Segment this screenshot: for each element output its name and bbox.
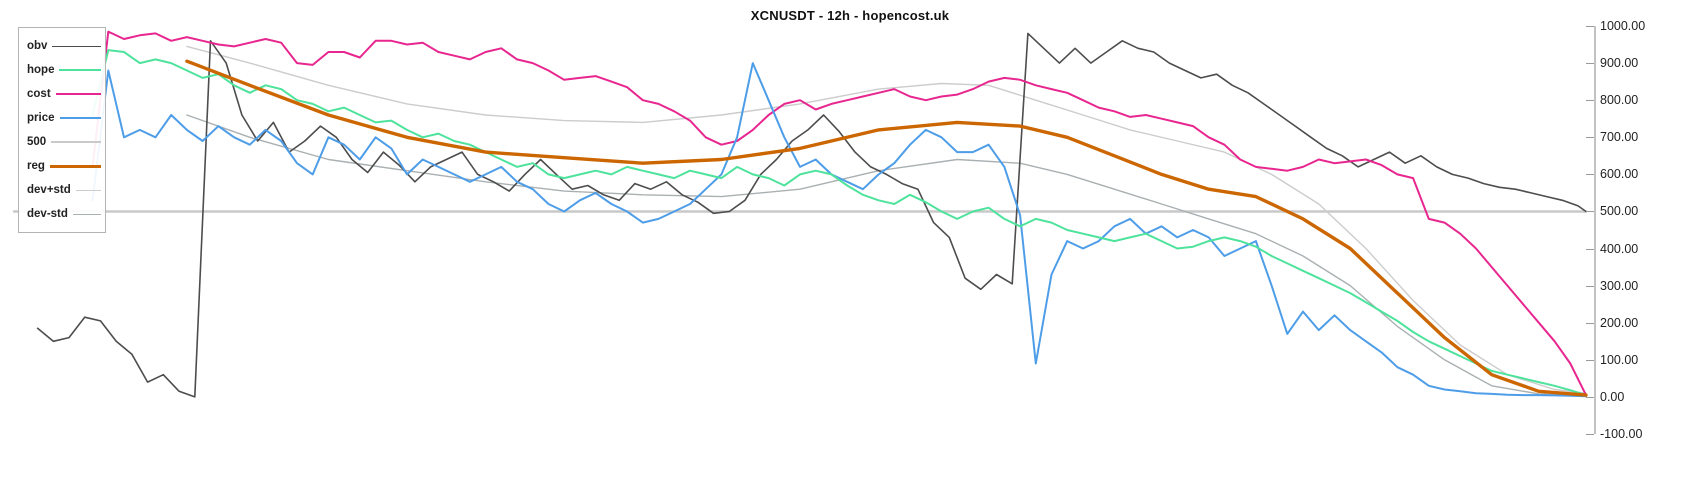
legend-color-swatch: [49, 164, 101, 168]
y-axis-tick-mark: [1586, 248, 1594, 250]
legend-color-swatch: [59, 117, 101, 119]
y-axis-tick-label: 400.00: [1600, 241, 1639, 256]
legend-label: dev-std: [27, 208, 68, 220]
y-axis-tick-label: 800.00: [1600, 93, 1639, 108]
legend-color-swatch: [75, 189, 101, 191]
y-axis-tick-label: 300.00: [1600, 278, 1639, 293]
legend-item-dev-std[interactable]: dev-std: [27, 202, 101, 226]
legend-label: hope: [27, 64, 55, 76]
legend-label: price: [27, 112, 55, 124]
legend-item-cost[interactable]: cost: [27, 82, 101, 106]
legend-color-swatch: [55, 93, 101, 95]
y-axis-tick-label: 500.00: [1600, 204, 1639, 219]
y-axis-tick-label: 0.00: [1600, 389, 1625, 404]
legend-item-500[interactable]: 500: [27, 130, 101, 154]
y-axis-tick-mark: [1586, 285, 1594, 287]
legend-color-swatch: [59, 69, 101, 71]
y-axis-tick-label: 100.00: [1600, 352, 1639, 367]
y-axis-tick-mark: [1586, 434, 1594, 435]
y-axis-tick-mark: [1586, 100, 1594, 102]
y-axis: 1000.00 900.00 800.00 700.00 600.00 500.00 400…: [1586, 0, 1700, 500]
y-axis-tick-mark: [1586, 174, 1594, 176]
series-line-price: [91, 62, 1587, 398]
y-axis-tick-mark: [1586, 322, 1594, 324]
legend-item-price[interactable]: price: [27, 106, 101, 130]
y-axis-tick-label: 600.00: [1600, 167, 1639, 182]
legend-item-obv[interactable]: obv: [27, 34, 101, 58]
page-title: XCNUSDT - 12h - hopencost.uk: [750, 8, 950, 23]
series-line-reg: [185, 59, 1588, 397]
y-axis-tick-label: 700.00: [1600, 130, 1639, 145]
legend-color-swatch: [51, 141, 101, 143]
legend-item-hope[interactable]: hope: [27, 58, 101, 82]
y-axis-tick-mark: [1586, 137, 1594, 139]
legend-label: dev+std: [27, 184, 71, 196]
legend-label: reg: [27, 160, 45, 172]
legend-color-swatch: [72, 213, 101, 215]
y-axis-line: [1594, 26, 1596, 434]
series-line-dev-std: [186, 45, 1587, 394]
y-axis-tick-mark: [1586, 26, 1594, 27]
y-axis-tick-label: -100.00: [1600, 427, 1643, 441]
y-axis-tick-mark: [1586, 396, 1594, 398]
y-axis-tick-mark: [1586, 211, 1594, 213]
legend-label: obv: [27, 40, 48, 52]
y-axis-tick-label: 900.00: [1600, 56, 1639, 71]
y-axis-tick-label: 1000.00: [1600, 19, 1646, 33]
legend-label: cost: [27, 88, 51, 100]
series-line-hope: [91, 49, 1587, 397]
y-axis-tick-label: 200.00: [1600, 315, 1639, 330]
legend-item-dev-std[interactable]: dev+std: [27, 178, 101, 202]
chart-legend: obv hope cost price 500 reg dev+std dev-std: [18, 27, 106, 233]
legend-item-reg[interactable]: reg: [27, 154, 101, 178]
legend-color-swatch: [52, 45, 101, 47]
y-axis-tick-mark: [1586, 63, 1594, 65]
series-line-obv: [36, 32, 1587, 398]
y-axis-tick-mark: [1586, 359, 1594, 361]
legend-label: 500: [27, 136, 47, 148]
series-line-cost: [91, 30, 1587, 397]
